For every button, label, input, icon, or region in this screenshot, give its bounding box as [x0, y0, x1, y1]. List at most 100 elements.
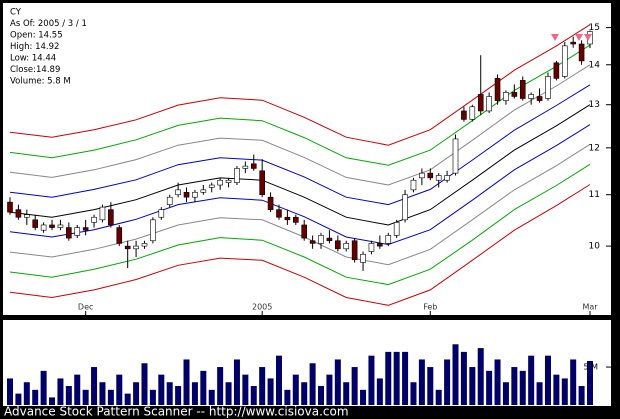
- candle-body: [49, 224, 55, 228]
- volume-bar: [402, 351, 409, 405]
- candle-body: [208, 184, 215, 188]
- candle-body: [578, 43, 585, 62]
- volume-bar: [460, 351, 467, 405]
- candle-body: [469, 106, 476, 120]
- y-tick-label: 15: [589, 23, 600, 33]
- candle-body: [461, 110, 467, 120]
- candle-body: [477, 94, 484, 112]
- volume-bar: [427, 367, 434, 405]
- volume-bar: [191, 382, 198, 405]
- band-line: [9, 184, 591, 306]
- candle-body: [133, 245, 139, 250]
- candle-body: [292, 216, 299, 223]
- volume-bar: [418, 359, 425, 405]
- candle-body: [267, 196, 274, 210]
- y-tick-label: 14: [589, 60, 601, 70]
- candle-body: [553, 62, 560, 79]
- volume-bar: [368, 355, 375, 405]
- volume-bar: [32, 389, 39, 405]
- info-line: CY: [10, 8, 22, 18]
- volume-bar: [133, 382, 140, 405]
- volume-bar: [351, 367, 358, 405]
- volume-bar: [477, 348, 484, 405]
- candle-body: [503, 92, 509, 101]
- candle-body: [150, 219, 156, 242]
- candle-body: [444, 175, 450, 181]
- candle-body: [242, 165, 249, 169]
- volume-bar: [385, 351, 392, 405]
- candle-body: [343, 243, 350, 250]
- candle-body: [427, 172, 434, 179]
- candle-body: [66, 227, 72, 239]
- volume-bar: [376, 378, 383, 405]
- candle-body: [528, 94, 534, 99]
- candle-body: [183, 191, 190, 198]
- candle-body: [225, 179, 232, 183]
- volume-bar: [107, 389, 114, 405]
- volume-bar: [99, 382, 106, 405]
- info-line: Volume: 5.8 M: [10, 77, 71, 87]
- y-tick-label: 5 M: [583, 363, 598, 372]
- candle-body: [545, 76, 551, 99]
- x-tick-label: Feb: [423, 303, 437, 312]
- candle-body: [385, 235, 392, 244]
- volume-bar: [444, 359, 451, 405]
- candle-body: [335, 240, 341, 250]
- volume-bar: [242, 374, 249, 405]
- volume-bar: [410, 382, 417, 405]
- volume-bar: [23, 382, 30, 405]
- candle-body: [536, 96, 543, 101]
- volume-bar: [452, 344, 459, 405]
- candle-body: [234, 168, 240, 183]
- volume-bar: [116, 374, 123, 405]
- candle-body: [24, 214, 30, 218]
- candle-body: [82, 227, 89, 231]
- footer: Advance Stock Pattern Scanner -- http://…: [4, 405, 349, 419]
- volume-bar: [141, 363, 148, 405]
- candle-body: [561, 45, 568, 77]
- volume-bar: [301, 382, 308, 405]
- volume-bar: [284, 389, 291, 405]
- candle-body: [318, 235, 324, 244]
- candle-body: [519, 80, 526, 99]
- band-line: [9, 163, 591, 286]
- band-line: [9, 64, 591, 186]
- candle-body: [40, 224, 47, 231]
- candle-body: [217, 179, 223, 186]
- volume-bar: [544, 355, 551, 405]
- volume-bar: [553, 374, 560, 405]
- volume-bar: [309, 363, 316, 405]
- volume-bar: [360, 389, 367, 405]
- volume-bar: [158, 374, 165, 405]
- volume-bar: [166, 382, 173, 405]
- candle-body: [32, 219, 39, 228]
- volume-bar: [494, 359, 501, 405]
- candle-body: [419, 172, 425, 179]
- volume-bar: [334, 359, 341, 405]
- band-line: [9, 124, 591, 246]
- volume-bar: [435, 389, 442, 405]
- volume-bar: [343, 382, 350, 405]
- signal-marker: [584, 34, 592, 41]
- candle-body: [486, 96, 492, 112]
- x-tick-label: 2005: [252, 303, 272, 312]
- candle-body: [452, 138, 459, 174]
- volume-bar: [40, 370, 47, 405]
- info-line: Low: 14.44: [10, 54, 56, 64]
- volume-bar: [217, 367, 224, 405]
- volume-bar: [502, 382, 509, 405]
- volume-bar: [7, 378, 13, 405]
- candle-body: [91, 216, 97, 223]
- candle-body: [435, 175, 442, 181]
- candle-body: [200, 189, 207, 193]
- candle-body: [57, 224, 64, 228]
- volume-bar: [183, 359, 190, 405]
- volume-bar: [65, 386, 72, 405]
- volume-bar: [225, 382, 232, 405]
- volume-bar: [587, 360, 593, 405]
- candle-body: [351, 240, 358, 261]
- band-line: [9, 104, 591, 226]
- candle-body: [7, 201, 13, 213]
